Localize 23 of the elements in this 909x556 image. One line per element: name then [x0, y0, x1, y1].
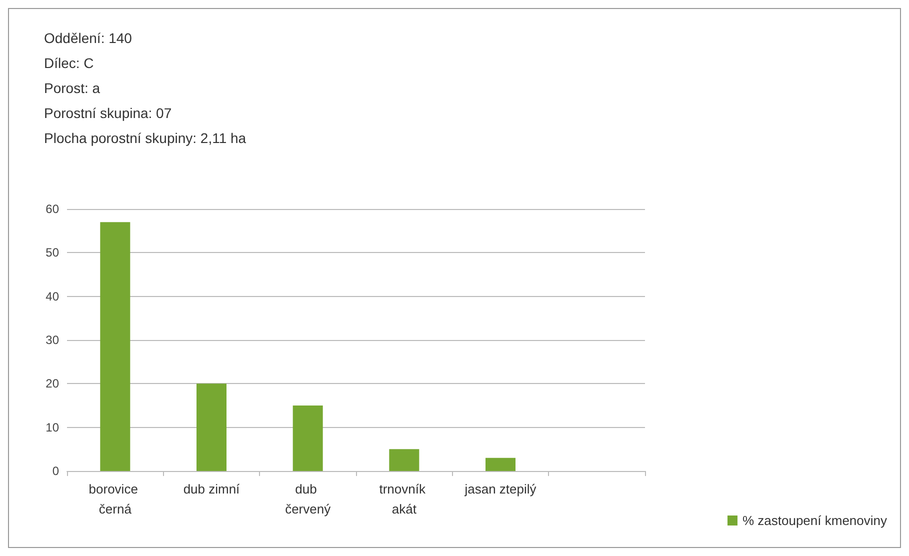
legend-label: % zastoupení kmenoviny [742, 513, 888, 528]
text: Plocha porostní skupiny: 2,11 ha [44, 130, 246, 146]
x-tick-label: dub červený [285, 482, 332, 516]
y-tick-label: 20 [46, 376, 60, 391]
x-tick-label: trnovník akát [379, 482, 430, 516]
text: Dílec: C [44, 55, 94, 71]
y-tick-label: 0 [52, 464, 60, 478]
y-tick-label: 40 [46, 289, 60, 304]
bar [389, 449, 420, 471]
x-tick-label: jasan ztepilý [464, 482, 537, 496]
bar [100, 222, 130, 471]
text: Oddělení: 140 [44, 30, 132, 46]
bar [486, 458, 516, 471]
text: Porostní skupina: 07 [44, 105, 172, 121]
x-tick-label: borovice černá [88, 482, 142, 516]
y-tick-label: 10 [46, 420, 60, 434]
bar [196, 384, 226, 471]
text: Porost: a [44, 80, 100, 96]
y-tick-label: 50 [46, 246, 60, 260]
y-tick-label: 30 [46, 333, 60, 347]
y-tick-label: 60 [46, 202, 60, 216]
x-tick-label: dub zimní [183, 482, 240, 496]
bar [292, 406, 323, 471]
